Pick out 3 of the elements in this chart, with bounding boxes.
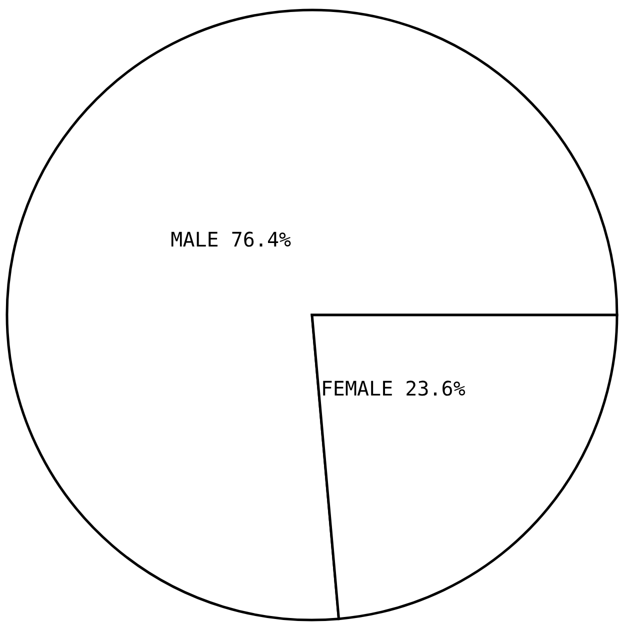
pie-slice — [6, 8, 618, 621]
slice-label: MALE 76.4% — [170, 228, 292, 252]
slice-label: FEMALE 23.6% — [320, 376, 466, 400]
